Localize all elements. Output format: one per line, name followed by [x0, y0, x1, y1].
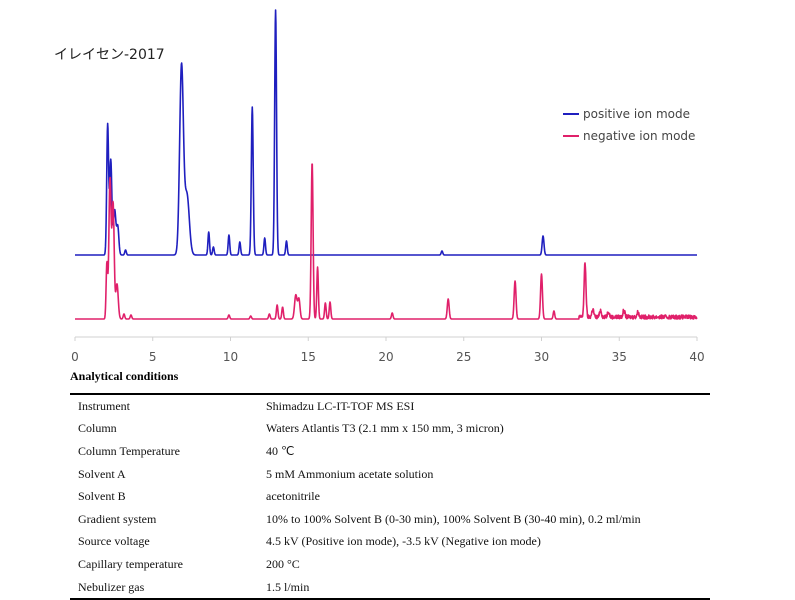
table-row: Solvent B acetonitrile	[70, 485, 710, 508]
condition-key: Nebulizer gas	[78, 579, 145, 594]
table-row: Capillary temperature 200 °C	[70, 553, 710, 576]
x-tick-label: 0	[71, 350, 79, 364]
chromatogram-chart: 0 5 10 15 20 25 30 35 40	[71, 9, 705, 364]
series-line-positive	[74, 9, 698, 256]
series-line-negative	[74, 163, 698, 320]
condition-value: 5 mM Ammonium acetate solution	[266, 466, 434, 481]
table-row: Nebulizer gas 1.5 l/min	[70, 576, 710, 600]
condition-value: 200 °C	[266, 556, 300, 571]
condition-key: Solvent B	[78, 489, 126, 504]
legend-swatch-negative	[563, 135, 579, 137]
condition-value: 40 ℃	[266, 443, 295, 458]
table-row: Column Temperature 40 ℃	[70, 440, 710, 463]
condition-key: Gradient system	[78, 511, 157, 526]
x-tick-label: 25	[456, 350, 471, 364]
condition-key: Source voltage	[78, 534, 150, 549]
condition-value: 10% to 100% Solvent B (0-30 min), 100% S…	[266, 511, 641, 526]
condition-key: Solvent A	[78, 466, 126, 481]
condition-key: Column	[78, 421, 117, 436]
conditions-title: Analytical conditions	[70, 369, 179, 383]
x-tick-label: 20	[378, 350, 393, 364]
table-row: Gradient system 10% to 100% Solvent B (0-…	[70, 508, 710, 531]
condition-key: Capillary temperature	[78, 556, 183, 571]
x-tick-label: 40	[689, 350, 704, 364]
table-row: Source voltage 4.5 kV (Positive ion mode)…	[70, 531, 710, 554]
condition-value: Shimadzu LC-IT-TOF MS ESI	[266, 398, 415, 413]
condition-value: 1.5 l/min	[266, 579, 310, 594]
x-tick-label: 30	[534, 350, 549, 364]
legend-item-positive: positive ion mode	[563, 106, 690, 122]
condition-value: 4.5 kV (Positive ion mode), -3.5 kV (Neg…	[266, 534, 541, 549]
condition-value: Waters Atlantis T3 (2.1 mm x 150 mm, 3 m…	[266, 421, 504, 436]
legend-swatch-positive	[563, 113, 579, 115]
table-row: Column Waters Atlantis T3 (2.1 mm x 150 m…	[70, 418, 710, 441]
legend-label-positive: positive ion mode	[583, 107, 691, 121]
legend-item-negative: negative ion mode	[563, 128, 695, 144]
x-tick-label: 10	[223, 350, 238, 364]
x-tick-label: 35	[612, 350, 627, 364]
condition-key: Instrument	[78, 398, 130, 413]
x-tick-label: 15	[301, 350, 316, 364]
table-row: Solvent A 5 mM Ammonium acetate solution	[70, 463, 710, 486]
condition-value: acetonitrile	[266, 489, 320, 504]
sample-title: イレイセン-2017	[54, 47, 165, 63]
conditions-table: Instrument Shimadzu LC-IT-TOF MS ESI Colu…	[70, 393, 710, 600]
condition-key: Column Temperature	[78, 443, 180, 458]
table-row: Instrument Shimadzu LC-IT-TOF MS ESI	[70, 394, 710, 418]
x-tick-label: 5	[149, 350, 157, 364]
legend-label-negative: negative ion mode	[583, 129, 696, 143]
